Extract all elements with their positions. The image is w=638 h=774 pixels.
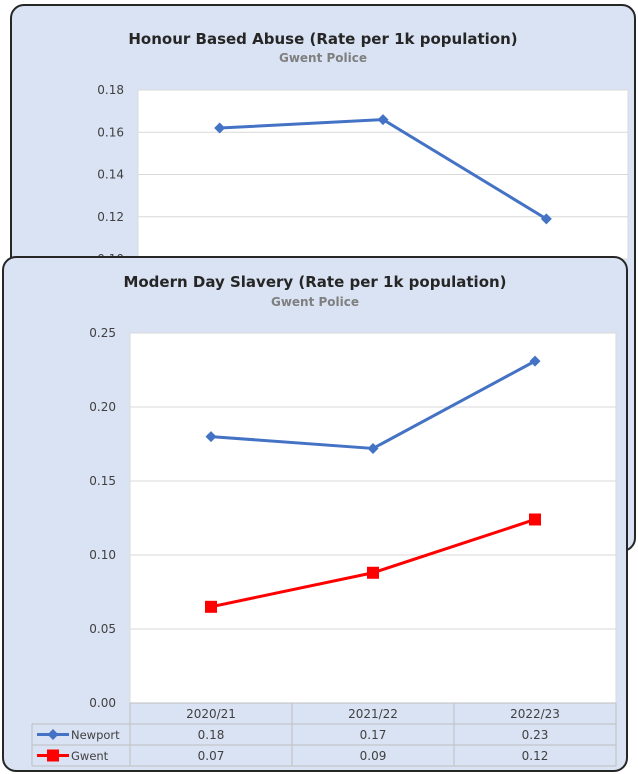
- chart-subtitle: Gwent Police: [278, 51, 368, 65]
- y-tick-label: 0.14: [97, 168, 124, 182]
- table-cell-value: 0.12: [522, 749, 549, 763]
- modern-slavery-plot: 0.00 0.05 0.10 0.15 0.20 0.25 2020/21 2021/22 20…: [31, 326, 617, 767]
- chart-title: Honour Based Abuse (Rate per 1k populati…: [128, 30, 518, 48]
- y-tick-label: 0.25: [89, 326, 116, 340]
- table-cell-value: 0.09: [360, 749, 387, 763]
- legend-label-newport: Newport: [71, 728, 120, 742]
- y-tick-label: 0.18: [97, 83, 124, 97]
- legend-key-marker-newport: [47, 729, 59, 740]
- data-point-newport: [367, 442, 379, 454]
- x-category-label: 2020/21: [186, 707, 236, 721]
- y-tick-label: 0.15: [89, 474, 116, 488]
- data-point-newport: [540, 213, 552, 225]
- data-point-gwent: [367, 566, 379, 579]
- legend-label-gwent: Gwent: [71, 749, 109, 763]
- y-tick-label: 0.00: [89, 696, 116, 710]
- modern-slavery-chart-panel: Modern Day Slavery (Rate per 1k populati…: [2, 256, 628, 772]
- y-tick-label: 0.12: [97, 210, 124, 224]
- x-category-label: 2022/23: [510, 707, 560, 721]
- data-point-newport: [529, 355, 541, 367]
- y-tick-label: 0.20: [89, 400, 116, 414]
- plot-area: [129, 332, 617, 704]
- data-point-newport: [377, 114, 389, 126]
- chart-subtitle: Gwent Police: [270, 295, 360, 309]
- data-point-newport: [214, 122, 226, 134]
- table-cell-value: 0.23: [522, 728, 549, 742]
- table-cell-value: 0.18: [198, 728, 225, 742]
- data-point-newport: [205, 431, 217, 443]
- table-cell-value: 0.07: [198, 749, 225, 763]
- chart-title: Modern Day Slavery (Rate per 1k populati…: [123, 273, 507, 291]
- data-point-gwent: [529, 513, 541, 526]
- data-point-gwent: [205, 600, 217, 613]
- x-category-label: 2021/22: [348, 707, 398, 721]
- y-tick-label: 0.16: [97, 125, 124, 139]
- table-cell-value: 0.17: [360, 728, 387, 742]
- y-tick-label: 0.10: [89, 548, 116, 562]
- y-tick-label: 0.05: [89, 622, 116, 636]
- legend-key-marker-gwent: [47, 749, 59, 762]
